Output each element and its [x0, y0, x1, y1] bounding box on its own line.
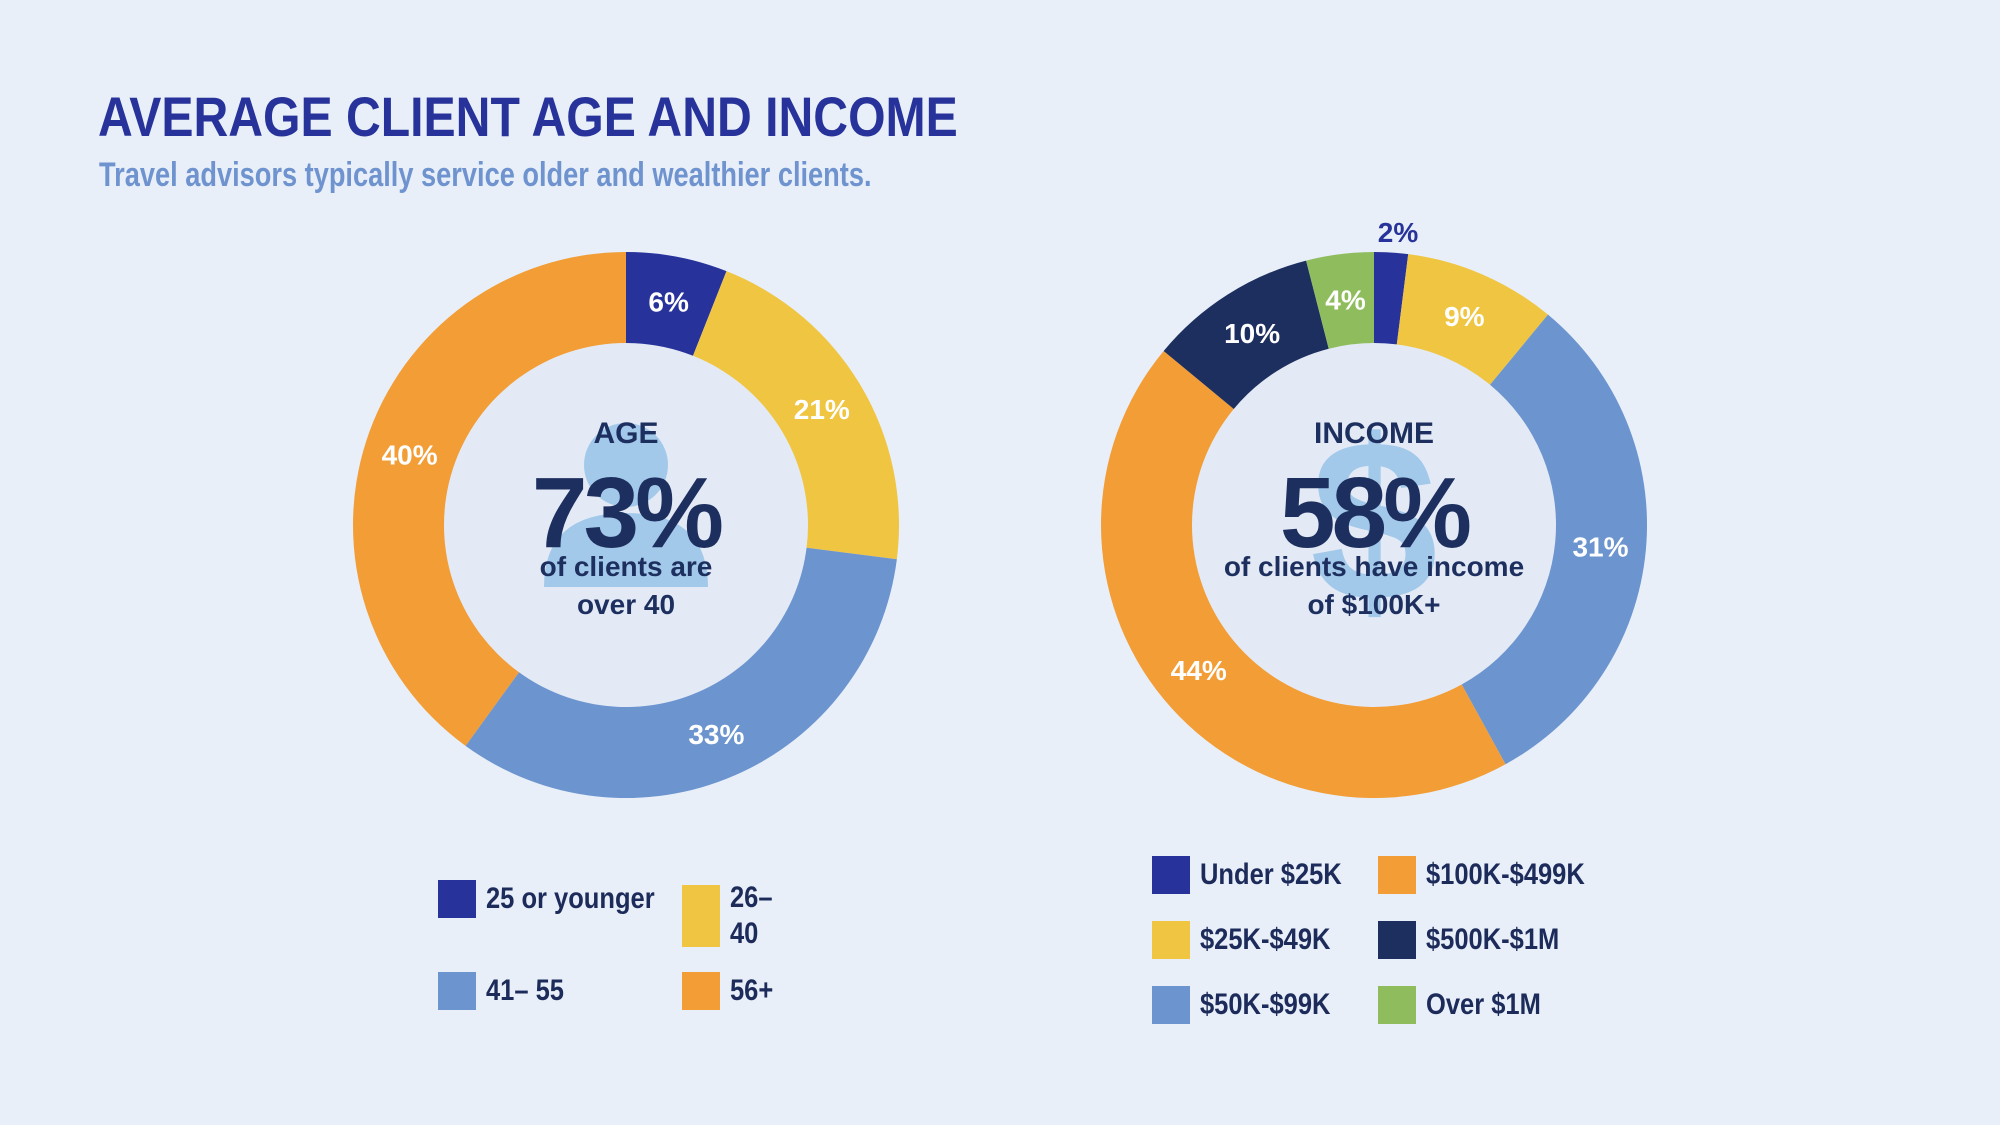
legend-label: 41– 55: [486, 974, 565, 1007]
legend-swatch: [438, 972, 476, 1010]
center-caption: over 40: [577, 589, 675, 620]
legend-label: 56+: [730, 974, 774, 1007]
legend-label: Under $25K: [1200, 858, 1342, 891]
center-heading: INCOME: [1314, 417, 1434, 450]
slice-25-or-younger: [626, 252, 727, 356]
center-caption: of $100K+: [1307, 589, 1440, 620]
data-label-100k-499k: 44%: [1171, 655, 1227, 686]
legend-label: $100K-$499K: [1426, 858, 1585, 891]
chart-subtitle: Travel advisors typically service older …: [99, 156, 872, 194]
legend-item-56: 56+: [682, 972, 781, 1010]
data-label-56: 40%: [382, 440, 438, 471]
legend-item-25-or-younger: 25 or younger: [438, 880, 684, 918]
legend-swatch: [1152, 856, 1190, 894]
data-label-25k-49k: 9%: [1444, 301, 1485, 332]
slice-41-55: [465, 547, 897, 798]
legend-item-over-1m: Over $1M: [1378, 986, 1561, 1024]
legend-swatch: [682, 885, 720, 947]
center-caption: of clients are: [540, 551, 713, 582]
slice-100k-499k: [1101, 350, 1506, 799]
data-label-50k-99k: 31%: [1572, 531, 1628, 562]
data-label-25-or-younger: 6%: [648, 287, 689, 318]
legend-item-26-40: 26–40: [682, 880, 773, 952]
legend-swatch: [1152, 921, 1190, 959]
legend-label: 26–40: [730, 881, 773, 950]
data-label-under-25k: 2%: [1378, 217, 1419, 248]
slice-26-40: [692, 271, 899, 560]
data-label-500k-1m: 10%: [1224, 318, 1280, 349]
center-value: 58%: [1280, 457, 1470, 569]
dollar-icon: $: [1310, 392, 1438, 649]
data-label-over-1m: 4%: [1325, 284, 1366, 315]
slice-over-1m: [1306, 252, 1374, 349]
person-icon: [544, 423, 708, 587]
slice-under-25k: [1374, 252, 1409, 345]
legend-item-500k-1m: $500K-$1M: [1378, 921, 1583, 959]
center-heading: AGE: [593, 417, 658, 450]
data-label-41-55: 33%: [688, 719, 744, 750]
legend-swatch: [1378, 921, 1416, 959]
slice-50k-99k: [1461, 314, 1647, 765]
legend-label: 25 or younger: [486, 882, 655, 915]
donut-center: [1192, 343, 1556, 707]
data-label-26-40: 21%: [794, 394, 850, 425]
legend-item-50k-99k: $50K-$99K: [1152, 986, 1353, 1024]
center-caption: of clients have income: [1224, 551, 1524, 582]
slice-56: [353, 252, 626, 746]
legend-item-100k-499k: $100K-$499K: [1378, 856, 1613, 894]
legend-swatch: [1152, 986, 1190, 1024]
legend-label: $50K-$99K: [1200, 988, 1331, 1021]
center-value: 73%: [532, 457, 722, 569]
slice-500k-1m: [1163, 260, 1329, 409]
legend-swatch: [1378, 856, 1416, 894]
legend-swatch: [1378, 986, 1416, 1024]
legend-item-41-55: 41– 55: [438, 972, 578, 1010]
legend-item-under-25k: Under $25K: [1152, 856, 1367, 894]
legend-item-25k-49k: $25K-$49K: [1152, 921, 1353, 959]
chart-title: AVERAGE CLIENT AGE AND INCOME: [98, 85, 958, 148]
age-donut-chart: 6% 21% 33% 40% AGE 73%of clients are over 40: [353, 252, 899, 798]
legend-swatch: [682, 972, 720, 1010]
legend-label: $25K-$49K: [1200, 923, 1331, 956]
legend-swatch: [438, 880, 476, 918]
legend-label: Over $1M: [1426, 988, 1541, 1021]
slice-25k-49k: [1396, 254, 1549, 385]
legend-label: $500K-$1M: [1426, 923, 1560, 956]
income-donut-chart: $2% 9% 31% 44% 10% 4% INCOME 58%of clients have…: [1101, 217, 1647, 799]
